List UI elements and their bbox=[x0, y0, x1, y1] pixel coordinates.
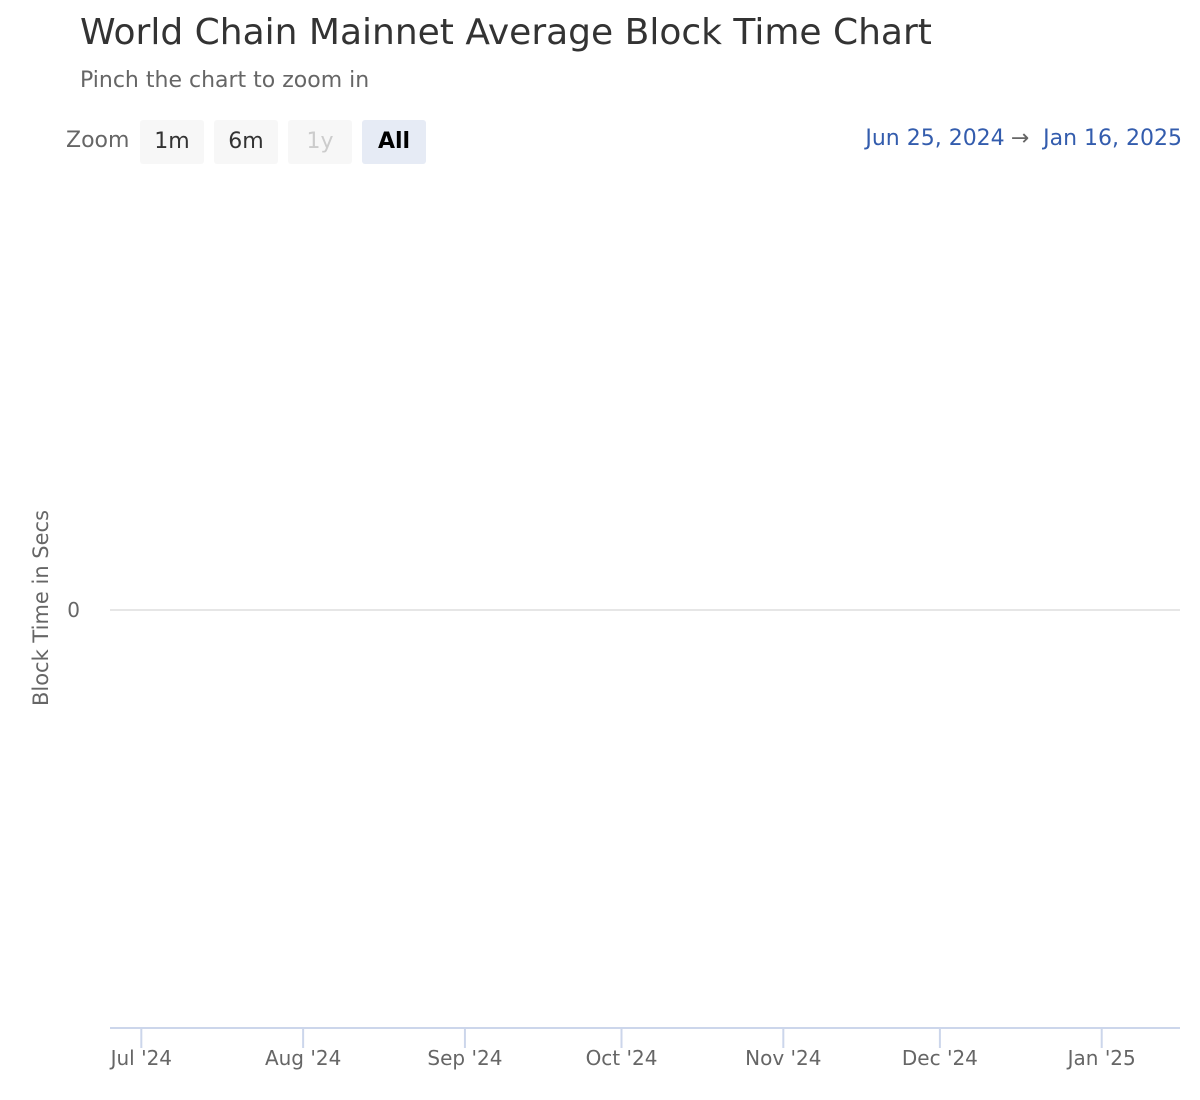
y-axis-labels: 0 bbox=[67, 598, 80, 622]
x-tick-label: Sep '24 bbox=[427, 1046, 502, 1070]
x-tick-label: Oct '24 bbox=[586, 1046, 658, 1070]
range-from[interactable]: Jun 25, 2024 bbox=[865, 126, 1005, 151]
range-arrow-icon: → bbox=[1010, 126, 1030, 151]
zoom-6m-button[interactable]: 6m bbox=[214, 120, 278, 164]
y-tick-label: 0 bbox=[67, 598, 80, 622]
date-range[interactable]: Jun 25, 2024 → Jan 16, 2025 bbox=[865, 126, 1182, 151]
range-to[interactable]: Jan 16, 2025 bbox=[1043, 126, 1182, 151]
zoom-1m-button[interactable]: 1m bbox=[140, 120, 204, 164]
x-tick-label: Jul '24 bbox=[109, 1046, 172, 1070]
x-tick-label: Aug '24 bbox=[265, 1046, 341, 1070]
zoom-1y-button: 1y bbox=[288, 120, 352, 164]
zoom-all-button[interactable]: All bbox=[362, 120, 426, 164]
x-axis-ticks: Jul '24 Aug '24 Sep '24 Oct '24 Nov '24 Dec '… bbox=[109, 1028, 1136, 1070]
chart-title: World Chain Mainnet Average Block Time C… bbox=[80, 12, 932, 53]
x-tick-label: Dec '24 bbox=[902, 1046, 978, 1070]
y-axis-title: Block Time in Secs bbox=[29, 510, 53, 706]
chart-subtitle: Pinch the chart to zoom in bbox=[80, 68, 370, 93]
x-tick-label: Nov '24 bbox=[745, 1046, 821, 1070]
x-tick-label: Jan '25 bbox=[1066, 1046, 1136, 1070]
zoom-label: Zoom bbox=[66, 128, 130, 153]
